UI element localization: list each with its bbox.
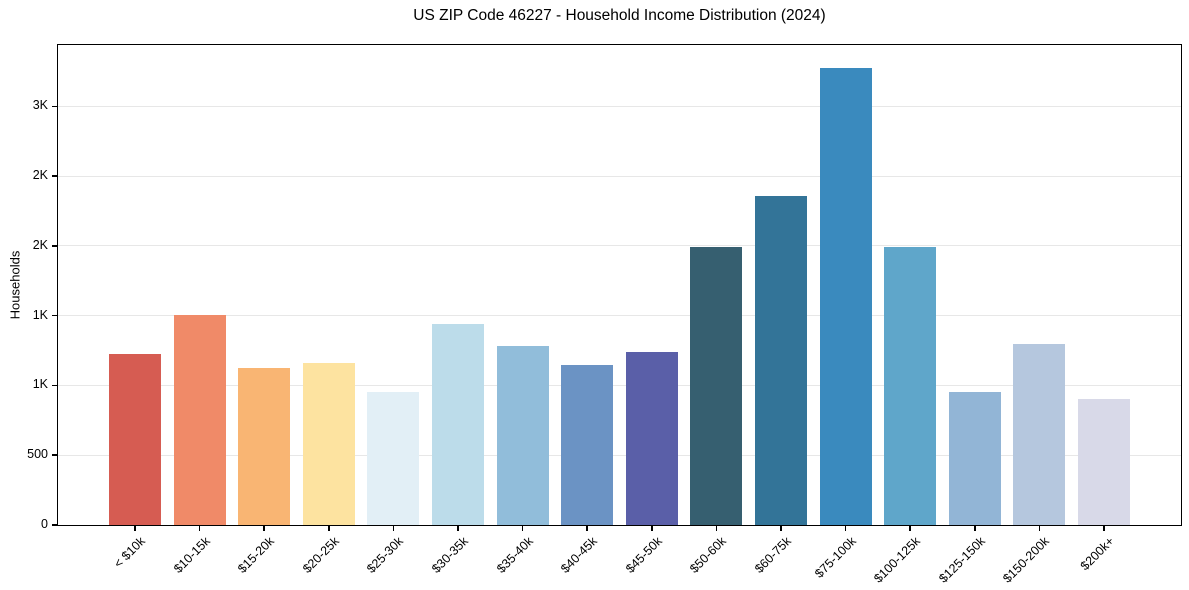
x-tick-mark: [263, 526, 265, 531]
bar: [690, 247, 742, 525]
y-tick-label: 2K: [32, 168, 48, 183]
x-tick-mark: [198, 526, 201, 531]
x-tick-mark: [586, 526, 588, 531]
y-tick-mark: [52, 314, 57, 317]
y-tick-mark: [52, 105, 57, 108]
y-tick-label: 1K: [32, 307, 48, 322]
x-tick-mark: [392, 526, 395, 531]
plot-area: [58, 45, 1181, 525]
bar: [367, 392, 419, 525]
x-tick-mark: [1038, 526, 1041, 531]
gridline: [58, 245, 1181, 247]
y-tick-mark: [52, 175, 57, 177]
x-tick-mark: [651, 526, 653, 531]
gridline: [58, 384, 1181, 386]
gridline: [58, 454, 1181, 456]
y-tick-label: 3K: [32, 98, 48, 113]
x-tick-mark: [909, 526, 912, 531]
x-tick-mark: [1103, 526, 1105, 531]
y-tick-label: 2K: [32, 237, 48, 252]
y-tick-mark: [52, 245, 57, 247]
chart-title: US ZIP Code 46227 - Household Income Dis…: [413, 7, 826, 24]
bar: [561, 365, 613, 525]
y-tick-label: 0: [41, 517, 48, 531]
bar: [884, 247, 936, 525]
bar: [303, 363, 355, 525]
gridline: [58, 105, 1181, 107]
x-tick-mark: [715, 526, 718, 531]
bar: [432, 324, 484, 525]
x-tick-mark: [844, 526, 847, 531]
x-tick-mark: [134, 526, 136, 531]
y-tick-mark: [52, 454, 57, 457]
x-tick-label: < $10k: [111, 534, 148, 571]
y-tick-label: 500: [27, 447, 48, 462]
x-tick-mark: [521, 526, 524, 531]
y-tick-mark: [52, 384, 57, 387]
y-tick-mark: [52, 524, 57, 526]
bar: [949, 392, 1001, 525]
x-tick-mark: [457, 526, 459, 531]
bar: [1078, 399, 1130, 525]
bar: [820, 68, 872, 525]
bar: [626, 352, 678, 525]
gridline: [58, 315, 1181, 317]
bar: [109, 354, 161, 525]
bar: [755, 196, 807, 525]
bar: [1013, 344, 1065, 525]
bar: [497, 346, 549, 525]
x-tick-mark: [327, 526, 330, 531]
bar: [238, 368, 290, 525]
gridline: [58, 175, 1181, 177]
x-tick-mark: [780, 526, 782, 531]
x-tick-mark: [974, 526, 976, 531]
bar: [174, 315, 226, 525]
y-tick-label: 1K: [32, 377, 48, 392]
